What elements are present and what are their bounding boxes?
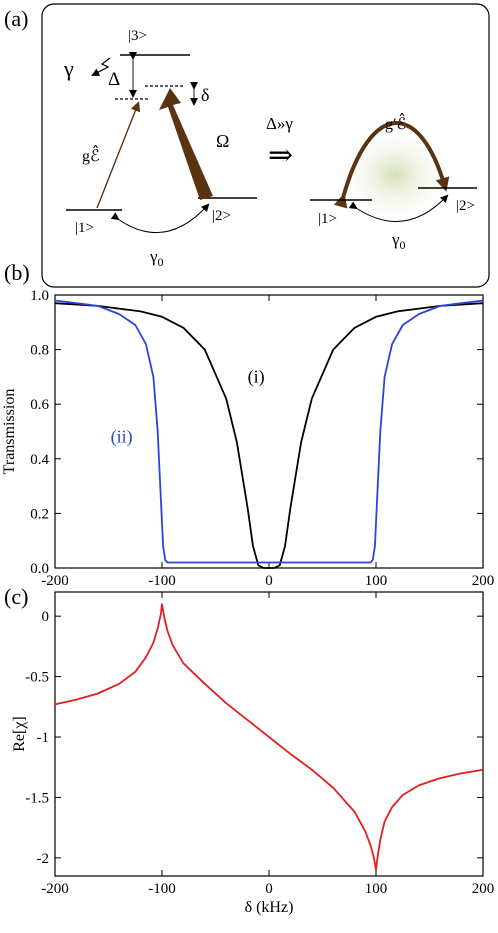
y-tick-label: -1 xyxy=(37,730,50,746)
transmission-chart: -200 -100 0 100 200 0.0 0.2 0.4 0.6 0.8 1.0 Transmi… xyxy=(1,288,494,589)
y-tick-label: 0.6 xyxy=(30,397,49,413)
y-tick-label: -2 xyxy=(37,851,50,867)
x-axis-label: δ (kHz) xyxy=(245,899,294,916)
y-tick-label: 1.0 xyxy=(30,288,49,304)
Omega-label: Ω xyxy=(216,131,229,151)
implies-arrow: ⇒ xyxy=(268,139,293,172)
gamma0-right-arrow xyxy=(348,194,449,222)
y-tick-label: 0.8 xyxy=(30,343,49,359)
effective-diagram: g′ℰ̂ |1> |2> γ0 xyxy=(310,113,477,252)
gamma0-left-arrow xyxy=(110,203,210,233)
level-3-label: |3> xyxy=(128,28,147,44)
susceptibility-chart: -200 -100 0 100 200 0 -0.5 -1 -1.5 -2 Re[χ] δ (kHz) xyxy=(11,591,495,916)
probe-field-arrow xyxy=(96,101,141,209)
y-tick-label: -0.5 xyxy=(25,670,49,686)
x-tick-label: -100 xyxy=(148,573,176,589)
level-2-label: |2> xyxy=(212,208,231,224)
x-tick-label: 200 xyxy=(472,881,495,897)
panel-label-b: (b) xyxy=(4,260,30,285)
gamma0-right-label: γ0 xyxy=(391,230,406,252)
x-tick-label: 0 xyxy=(265,881,273,897)
gamma0-left-label: γ0 xyxy=(149,247,164,269)
x-tick-label: -200 xyxy=(41,573,69,589)
y-tick-label: 0 xyxy=(42,609,50,625)
series-line-1 xyxy=(54,603,484,871)
panel-label-a: (a) xyxy=(4,6,28,31)
x-tick-label: 200 xyxy=(472,573,495,589)
control-field-arrow xyxy=(159,88,213,200)
probe-coupling-label: gℰ̂ xyxy=(82,145,100,165)
right-level-1-label: |1> xyxy=(318,211,337,227)
x-tick-label: -100 xyxy=(148,881,176,897)
y-tick-label: 0.2 xyxy=(30,506,49,522)
y-tick-label: 0.0 xyxy=(30,561,49,577)
condition-label: Δ»γ xyxy=(266,114,293,133)
diagram-frame xyxy=(41,3,490,288)
y-axis-label: Re[χ] xyxy=(11,716,28,752)
series-line-1 xyxy=(54,302,484,569)
effective-coupling-label: g′ℰ̂ xyxy=(385,113,407,133)
delta-label: δ xyxy=(201,85,209,105)
x-tick-label: 100 xyxy=(365,881,388,897)
x-tick-label: 100 xyxy=(365,573,388,589)
effective-coupling-arrow xyxy=(333,121,450,209)
y-tick-label: 0.4 xyxy=(30,452,49,468)
series-label-ii: (ii) xyxy=(111,426,133,447)
x-tick-label: -200 xyxy=(41,881,69,897)
y-tick-label: -1.5 xyxy=(25,790,49,806)
right-level-2-label: |2> xyxy=(456,198,475,214)
series-line-2 xyxy=(54,299,484,564)
series-label-i: (i) xyxy=(248,366,265,387)
panel-label-c: (c) xyxy=(4,584,28,609)
gamma-label: γ xyxy=(63,56,74,81)
x-tick-label: 0 xyxy=(265,573,273,589)
level-1-label: |1> xyxy=(75,220,94,236)
y-axis-label: Transmission xyxy=(1,389,18,475)
decay-wavy-arrow xyxy=(91,57,111,76)
lambda-diagram: |3> Δ δ γ |1> |2> gℰ̂ Ω γ0 xyxy=(63,28,257,269)
Delta-label: Δ xyxy=(108,69,120,90)
plot-frame xyxy=(54,591,484,877)
